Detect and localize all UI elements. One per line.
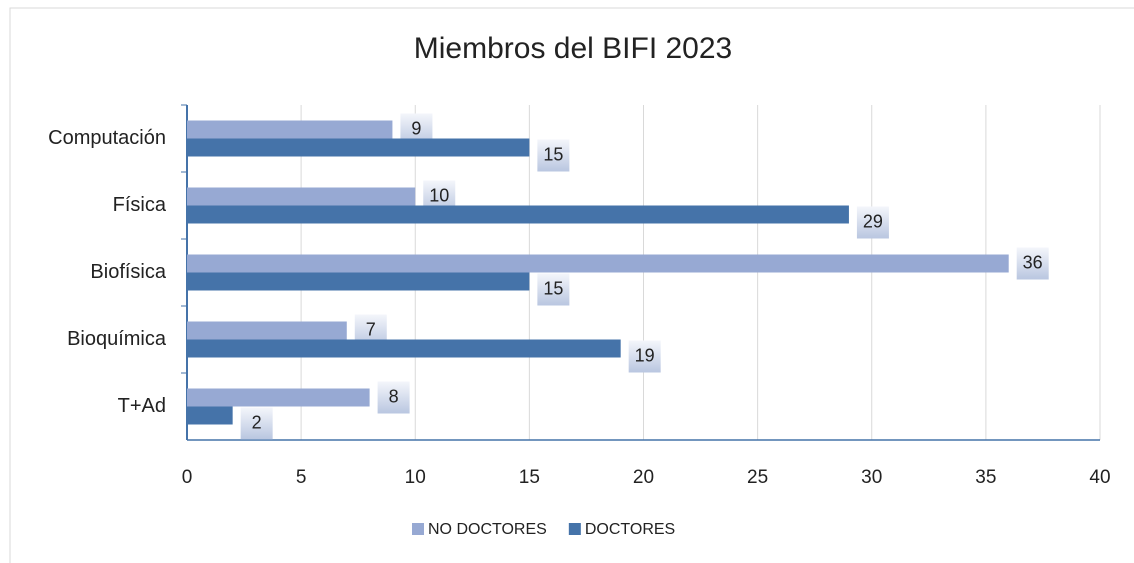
bar xyxy=(187,406,233,425)
bar xyxy=(187,272,530,291)
data-label-box xyxy=(537,139,570,172)
bar xyxy=(187,205,849,224)
x-tick-label: 25 xyxy=(747,467,768,488)
x-tick-label: 5 xyxy=(296,467,307,488)
data-label: 7 xyxy=(366,319,376,339)
chart-frame xyxy=(9,7,1134,563)
y-tick-label: T+Ad xyxy=(118,395,166,417)
y-tick-label: Biofísica xyxy=(90,261,166,283)
bar xyxy=(187,187,416,206)
x-tick-label: 0 xyxy=(182,467,193,488)
legend-label: DOCTORES xyxy=(585,521,675,538)
data-label-box xyxy=(628,340,661,373)
bar xyxy=(187,321,347,340)
data-label-box xyxy=(240,407,273,440)
x-tick-label: 15 xyxy=(519,467,540,488)
data-label: 36 xyxy=(1023,252,1043,272)
data-label: 9 xyxy=(411,118,421,138)
bar xyxy=(187,339,621,358)
bar xyxy=(187,254,1009,273)
bar xyxy=(187,388,370,407)
data-label: 2 xyxy=(252,412,262,432)
legend-swatch xyxy=(412,523,424,535)
x-tick-label: 35 xyxy=(975,467,996,488)
data-label-box xyxy=(856,206,889,239)
data-label: 15 xyxy=(543,278,563,298)
y-tick-label: Bioquímica xyxy=(67,328,167,350)
data-label: 15 xyxy=(543,144,563,164)
bar xyxy=(187,138,530,157)
legend-label: NO DOCTORES xyxy=(428,521,547,538)
x-tick-label: 30 xyxy=(861,467,882,488)
legend-swatch xyxy=(568,523,581,535)
data-label: 10 xyxy=(429,185,449,205)
y-tick-label: Computación xyxy=(48,127,166,149)
chart-title: Miembros del BIFI 2023 xyxy=(414,32,732,65)
data-label-box xyxy=(537,273,570,306)
x-tick-label: 10 xyxy=(405,467,426,488)
bar xyxy=(187,120,393,139)
data-label-box xyxy=(377,381,410,414)
y-tick-label: Física xyxy=(113,194,167,216)
x-tick-label: 40 xyxy=(1089,467,1110,488)
data-label: 29 xyxy=(863,211,883,231)
data-label-box xyxy=(1016,247,1049,280)
data-label: 19 xyxy=(635,345,655,365)
data-label: 8 xyxy=(389,386,399,406)
x-tick-label: 20 xyxy=(633,467,654,488)
